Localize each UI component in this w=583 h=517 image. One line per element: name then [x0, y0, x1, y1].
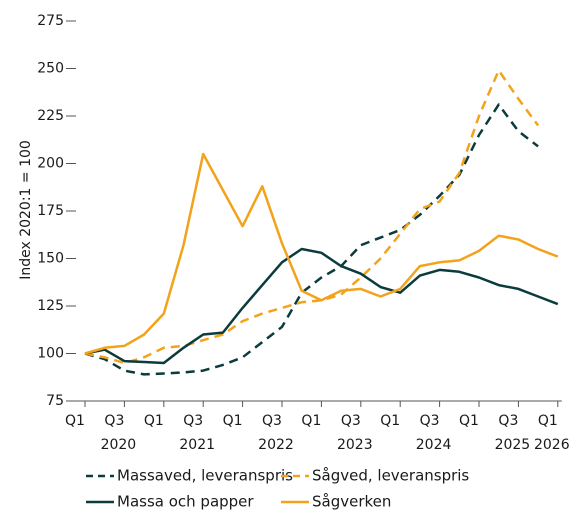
x-tick-label: Q3	[420, 413, 440, 429]
x-tick-label: Q1	[459, 413, 479, 429]
y-tick-label: 275	[37, 13, 64, 29]
legend-label: Massaved, leveranspris	[117, 467, 293, 485]
x-tick-label: Q1	[301, 413, 321, 429]
y-tick-label: 200	[37, 156, 64, 172]
x-tick-label: Q1	[223, 413, 243, 429]
y-tick-label: 75	[46, 393, 64, 409]
x-year-label: 2021	[179, 437, 215, 453]
series-line	[84, 69, 540, 365]
x-tick-label: Q3	[341, 413, 361, 429]
y-axis-label: Index 2020:1 = 100	[18, 140, 34, 280]
x-year-label: 2023	[337, 437, 373, 453]
series-line	[84, 103, 539, 376]
legend-label: Sågverken	[312, 493, 391, 511]
x-tick-label: Q1	[538, 413, 558, 429]
y-tick-label: 150	[37, 251, 64, 267]
y-tick-label: 225	[37, 108, 64, 124]
y-tick-label: 175	[37, 203, 64, 219]
x-tick-label: Q1	[65, 413, 85, 429]
x-tick-label: Q3	[498, 413, 518, 429]
x-tick-label: Q3	[262, 413, 282, 429]
x-year-label: 2020	[101, 437, 137, 453]
x-tick-label: Q3	[104, 413, 124, 429]
series-line	[84, 247, 559, 365]
series-line	[84, 152, 559, 355]
x-tick-label: Q1	[144, 413, 164, 429]
legend-label: Massa och papper	[117, 493, 254, 511]
y-tick-label: 125	[37, 298, 64, 314]
x-year-label: 2025	[495, 437, 531, 453]
y-tick-label: 250	[37, 61, 64, 77]
x-year-label: 2022	[258, 437, 294, 453]
legend-label: Sågved, leveranspris	[312, 467, 469, 485]
x-year-label: 2024	[416, 437, 452, 453]
x-year-label: 2026	[534, 437, 570, 453]
x-tick-label: Q1	[380, 413, 400, 429]
x-tick-label: Q3	[183, 413, 203, 429]
y-tick-label: 100	[37, 346, 64, 362]
